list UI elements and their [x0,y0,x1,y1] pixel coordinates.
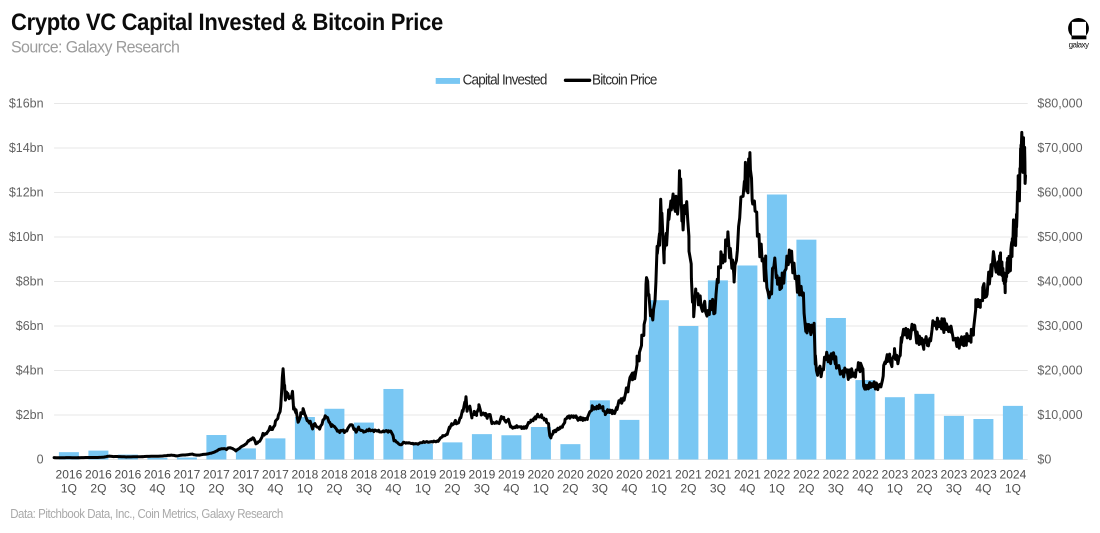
svg-text:4Q: 4Q [739,482,755,496]
svg-text:Data: Pitchbook Data, Inc., Co: Data: Pitchbook Data, Inc., Coin Metrics… [10,506,283,521]
svg-text:$12bn: $12bn [9,186,44,200]
svg-text:2Q: 2Q [326,482,342,496]
svg-text:3Q: 3Q [710,482,726,496]
svg-text:2022: 2022 [764,468,791,482]
svg-text:4Q: 4Q [267,482,283,496]
svg-text:2016: 2016 [56,468,83,482]
svg-text:$8bn: $8bn [16,275,44,289]
svg-text:2017: 2017 [203,468,230,482]
svg-text:$50,000: $50,000 [1037,230,1082,244]
svg-text:3Q: 3Q [592,482,608,496]
svg-text:2019: 2019 [469,468,496,482]
svg-text:2022: 2022 [793,468,820,482]
svg-text:4Q: 4Q [975,482,991,496]
svg-text:2023: 2023 [970,468,997,482]
svg-text:$60,000: $60,000 [1037,186,1082,200]
svg-text:2017: 2017 [174,468,201,482]
svg-text:1Q: 1Q [651,482,667,496]
svg-text:0: 0 [37,453,44,467]
svg-text:2022: 2022 [823,468,850,482]
svg-text:2020: 2020 [587,468,614,482]
svg-text:2Q: 2Q [90,482,106,496]
svg-text:$14bn: $14bn [9,141,44,155]
svg-text:$80,000: $80,000 [1037,97,1082,111]
svg-text:2021: 2021 [734,468,761,482]
svg-text:Capital Invested: Capital Invested [463,71,547,88]
svg-text:2016: 2016 [115,468,142,482]
svg-text:3Q: 3Q [946,482,962,496]
svg-text:1Q: 1Q [1005,482,1021,496]
svg-text:2021: 2021 [705,468,732,482]
svg-text:Crypto VC Capital Invested & B: Crypto VC Capital Invested & Bitcoin Pri… [11,9,443,36]
svg-text:1Q: 1Q [61,482,77,496]
svg-text:$2bn: $2bn [16,408,44,422]
svg-text:2016: 2016 [85,468,112,482]
svg-text:3Q: 3Q [238,482,254,496]
svg-text:$20,000: $20,000 [1037,364,1082,378]
svg-text:4Q: 4Q [149,482,165,496]
svg-text:2021: 2021 [675,468,702,482]
svg-text:1Q: 1Q [415,482,431,496]
svg-text:2016: 2016 [144,468,171,482]
svg-text:2024: 2024 [1000,468,1027,482]
svg-text:$10,000: $10,000 [1037,408,1082,422]
svg-text:2023: 2023 [911,468,938,482]
svg-text:$6bn: $6bn [16,319,44,333]
svg-text:$16bn: $16bn [9,97,44,111]
svg-text:4Q: 4Q [857,482,873,496]
svg-text:2019: 2019 [439,468,466,482]
svg-text:Source: Galaxy Research: Source: Galaxy Research [11,38,180,57]
svg-text:2Q: 2Q [444,482,460,496]
svg-text:2022: 2022 [852,468,879,482]
svg-text:2019: 2019 [498,468,525,482]
svg-text:2Q: 2Q [798,482,814,496]
svg-text:2020: 2020 [528,468,555,482]
svg-text:2021: 2021 [646,468,673,482]
svg-text:3Q: 3Q [356,482,372,496]
svg-text:Bitcoin Price: Bitcoin Price [592,71,658,88]
svg-text:2020: 2020 [616,468,643,482]
svg-text:2Q: 2Q [680,482,696,496]
svg-text:1Q: 1Q [769,482,785,496]
svg-text:2018: 2018 [380,468,407,482]
svg-text:3Q: 3Q [828,482,844,496]
svg-text:2Q: 2Q [916,482,932,496]
svg-text:2017: 2017 [262,468,289,482]
svg-text:4Q: 4Q [385,482,401,496]
svg-text:$0: $0 [1037,453,1051,467]
svg-text:$40,000: $40,000 [1037,275,1082,289]
svg-text:galaxy: galaxy [1069,41,1089,50]
svg-text:2020: 2020 [557,468,584,482]
svg-text:$4bn: $4bn [16,364,44,378]
svg-text:4Q: 4Q [503,482,519,496]
svg-text:2018: 2018 [292,468,319,482]
svg-text:2023: 2023 [941,468,968,482]
svg-text:$30,000: $30,000 [1037,319,1082,333]
svg-text:1Q: 1Q [297,482,313,496]
svg-text:3Q: 3Q [120,482,136,496]
svg-text:2018: 2018 [351,468,378,482]
svg-text:2017: 2017 [233,468,260,482]
svg-text:1Q: 1Q [533,482,549,496]
svg-text:$70,000: $70,000 [1037,141,1082,155]
svg-text:2Q: 2Q [562,482,578,496]
svg-text:1Q: 1Q [179,482,195,496]
svg-text:2018: 2018 [321,468,348,482]
svg-text:2Q: 2Q [208,482,224,496]
svg-text:4Q: 4Q [621,482,637,496]
svg-text:2019: 2019 [410,468,437,482]
svg-text:3Q: 3Q [474,482,490,496]
svg-text:2023: 2023 [882,468,909,482]
svg-text:$10bn: $10bn [9,230,44,244]
svg-text:1Q: 1Q [887,482,903,496]
